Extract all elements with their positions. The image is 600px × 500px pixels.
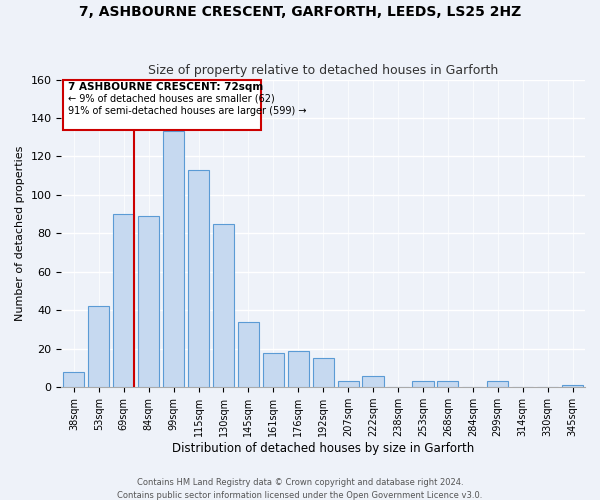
Text: 7, ASHBOURNE CRESCENT, GARFORTH, LEEDS, LS25 2HZ: 7, ASHBOURNE CRESCENT, GARFORTH, LEEDS, … bbox=[79, 5, 521, 19]
Bar bbox=[163, 132, 184, 387]
Bar bbox=[238, 322, 259, 387]
Bar bbox=[287, 350, 309, 387]
Bar bbox=[338, 382, 359, 387]
Text: Contains HM Land Registry data © Crown copyright and database right 2024.
Contai: Contains HM Land Registry data © Crown c… bbox=[118, 478, 482, 500]
Bar bbox=[412, 382, 434, 387]
Text: 91% of semi-detached houses are larger (599) →: 91% of semi-detached houses are larger (… bbox=[68, 106, 306, 117]
Bar bbox=[263, 352, 284, 387]
Bar bbox=[113, 214, 134, 387]
Text: 7 ASHBOURNE CRESCENT: 72sqm: 7 ASHBOURNE CRESCENT: 72sqm bbox=[68, 82, 263, 92]
Bar bbox=[138, 216, 159, 387]
Bar bbox=[362, 376, 383, 387]
Bar bbox=[313, 358, 334, 387]
Bar bbox=[63, 372, 85, 387]
FancyBboxPatch shape bbox=[62, 80, 261, 130]
Bar bbox=[437, 382, 458, 387]
Y-axis label: Number of detached properties: Number of detached properties bbox=[15, 146, 25, 321]
Bar bbox=[213, 224, 234, 387]
Bar bbox=[88, 306, 109, 387]
Bar bbox=[487, 382, 508, 387]
Title: Size of property relative to detached houses in Garforth: Size of property relative to detached ho… bbox=[148, 64, 499, 77]
X-axis label: Distribution of detached houses by size in Garforth: Distribution of detached houses by size … bbox=[172, 442, 475, 455]
Bar bbox=[562, 386, 583, 387]
Bar bbox=[188, 170, 209, 387]
Text: ← 9% of detached houses are smaller (62): ← 9% of detached houses are smaller (62) bbox=[68, 94, 274, 104]
